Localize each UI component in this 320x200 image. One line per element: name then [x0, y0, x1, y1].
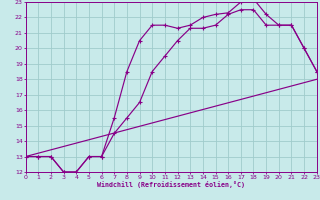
X-axis label: Windchill (Refroidissement éolien,°C): Windchill (Refroidissement éolien,°C)	[97, 181, 245, 188]
